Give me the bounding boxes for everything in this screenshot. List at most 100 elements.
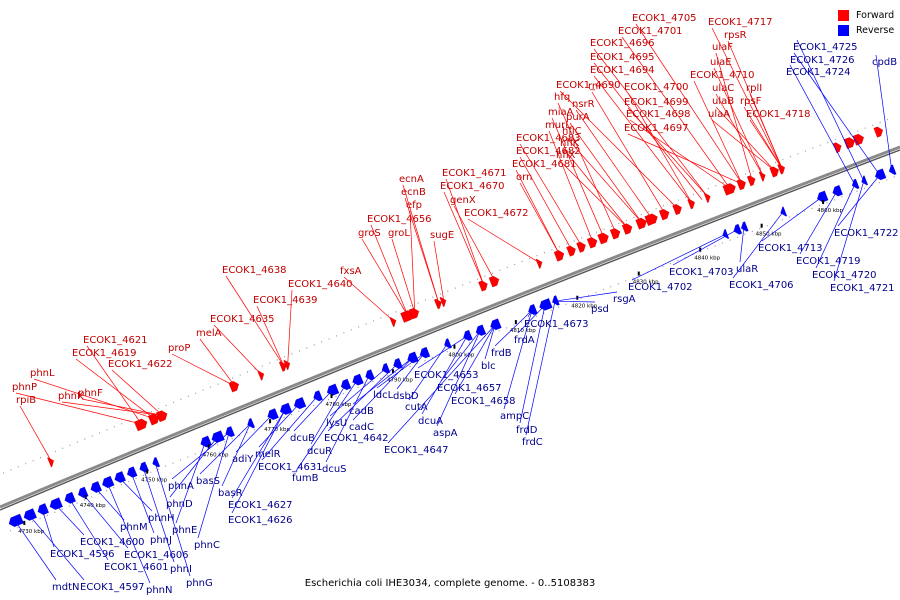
forward-label-melA: melA	[196, 328, 222, 339]
forward-label-rpsR: rpsR	[724, 30, 747, 41]
forward-gene-14	[478, 280, 488, 292]
forward-label-miaA-leader	[551, 117, 605, 238]
forward-label-ECOK1_4705-leader	[635, 23, 743, 185]
reverse-gene-36	[722, 228, 730, 239]
forward-label-ECOK1_4699-leader	[627, 107, 709, 198]
legend: Forward Reverse	[838, 8, 894, 38]
reverse-label-basR: basR	[218, 488, 243, 499]
forward-gene-34	[769, 166, 780, 178]
forward-label-phnK: phnK	[58, 391, 84, 402]
forward-label-ulaA: ulaA	[708, 109, 730, 120]
reverse-label-melR-leader	[258, 403, 300, 448]
reverse-gene-18	[279, 402, 293, 415]
forward-label-hflC-leader	[565, 136, 643, 224]
reverse-label-blc: blc	[481, 361, 496, 372]
forward-label-groL-leader	[391, 238, 416, 314]
reverse-label-ECOK1_4657-leader	[440, 330, 481, 382]
reverse-label-ECOK1_4722-leader	[837, 174, 881, 227]
forward-gene-29	[703, 192, 711, 203]
reverse-label-ECOK1_4606: ECOK1_4606	[124, 550, 189, 561]
forward-gene-31	[736, 179, 747, 191]
forward-label-ECOK1_4717-leader	[711, 27, 783, 169]
forward-label-ECOK1_4700: ECOK1_4700	[624, 82, 689, 93]
forward-label-ulaF: ulaF	[712, 42, 733, 53]
reverse-label-mdtN: mdtN	[52, 582, 80, 593]
reverse-label-ECOK1_4606-leader	[82, 492, 129, 549]
forward-label-proP: proP	[168, 343, 190, 354]
reverse-label-ECOK1_4597: ECOK1_4597	[80, 582, 145, 593]
forward-label-ecnA: ecnA	[399, 174, 424, 185]
reverse-label-phnD: phnD	[166, 499, 193, 510]
reverse-gene-16	[247, 417, 256, 429]
forward-label-proP-leader	[171, 353, 235, 387]
reverse-label-ulaR-leader	[739, 227, 745, 263]
forward-label-ECOK1_4690: ECOK1_4690	[556, 80, 621, 91]
reverse-gene-38	[740, 221, 749, 232]
forward-label-ulaB-leader	[715, 106, 776, 172]
reverse-label-phnM-leader	[95, 487, 125, 521]
kbp-tick-label: 4750 kbp	[141, 478, 167, 484]
forward-label-ECOK1_4656-leader	[370, 224, 409, 316]
reverse-label-ECOK1_4653-leader	[417, 335, 468, 369]
forward-label-nsrR: nsrR	[572, 99, 595, 110]
reverse-label-ECOK1_4702-leader	[631, 234, 726, 281]
kbp-tick-mark	[760, 223, 763, 228]
forward-label-ecnA-leader	[402, 184, 440, 304]
forward-gene-3	[147, 413, 160, 426]
reverse-gene-7	[90, 480, 103, 493]
reverse-label-ECOK1_4642: ECOK1_4642	[324, 433, 389, 444]
reverse-gene-14	[211, 430, 225, 443]
reverse-label-frdA: frdA	[514, 335, 535, 346]
forward-label-ECOK1_4690-leader	[559, 90, 679, 210]
reverse-label-phnE: phnE	[172, 525, 197, 536]
forward-gene-28	[687, 198, 696, 210]
forward-label-hflX: hflX	[556, 150, 576, 161]
reverse-label-dcuS: dcuS	[322, 464, 347, 475]
reverse-label-aspA-leader	[436, 330, 481, 427]
forward-label-ECOK1_4670-leader	[443, 191, 485, 286]
reverse-label-blc-leader	[484, 324, 496, 360]
reverse-label-cadC-leader	[352, 357, 413, 421]
reverse-gene-30	[463, 329, 473, 342]
kbp-tick-mark	[330, 394, 333, 399]
kbp-tick-mark	[514, 320, 517, 325]
forward-gene-17	[553, 250, 565, 262]
forward-label-ECOK1_4671: ECOK1_4671	[442, 168, 507, 179]
reverse-gene-4	[49, 497, 64, 511]
forward-label-efp-leader	[409, 210, 416, 313]
kbp-tick-mark	[699, 247, 702, 252]
kbp-tick-label: 4760 kbp	[203, 452, 229, 458]
kbp-tick-mark	[453, 344, 456, 349]
forward-label-ECOK1_4682: ECOK1_4682	[516, 146, 581, 157]
reverse-label-phnJ-leader	[130, 472, 155, 534]
forward-gene-32	[746, 175, 756, 187]
reverse-label-phnN-leader	[106, 482, 151, 584]
forward-label-efp: efp	[406, 200, 422, 211]
forward-label-phnK-leader	[61, 401, 163, 416]
forward-gene-6	[257, 370, 265, 381]
forward-label-genX: genX	[450, 195, 476, 206]
reverse-gene-43	[861, 175, 869, 186]
forward-label-ECOK1_4656: ECOK1_4656	[367, 214, 432, 225]
forward-gene-9	[389, 317, 397, 328]
forward-label-ECOK1_4635-leader	[213, 324, 262, 376]
legend-forward: Forward	[838, 8, 894, 23]
reverse-label-fumB: fumB	[292, 473, 319, 484]
reverse-label-dcuB: dcuB	[290, 433, 315, 444]
reverse-label-ECOK1_4702: ECOK1_4702	[628, 282, 693, 293]
forward-label-rpiB-leader	[19, 405, 52, 462]
reverse-label-phnH: phnH	[148, 513, 175, 524]
forward-label-ulaA-leader	[711, 119, 776, 172]
forward-gene-1	[47, 457, 55, 468]
kbp-tick-mark	[23, 520, 26, 525]
reverse-label-phnJ: phnJ	[150, 535, 172, 546]
forward-label-groL: groL	[388, 228, 410, 239]
forward-gene-8	[283, 359, 291, 371]
reverse-label-ECOK1_4673-leader	[527, 310, 533, 318]
kbp-tick-mark	[146, 469, 149, 474]
reverse-label-dcuR-leader	[310, 385, 346, 445]
forward-gene-23	[621, 223, 633, 235]
forward-label-ECOK1_4695: ECOK1_4695	[590, 52, 655, 63]
forward-label-ulaF-leader	[715, 52, 753, 181]
kbp-tick-label: 4820 kbp	[571, 304, 597, 310]
